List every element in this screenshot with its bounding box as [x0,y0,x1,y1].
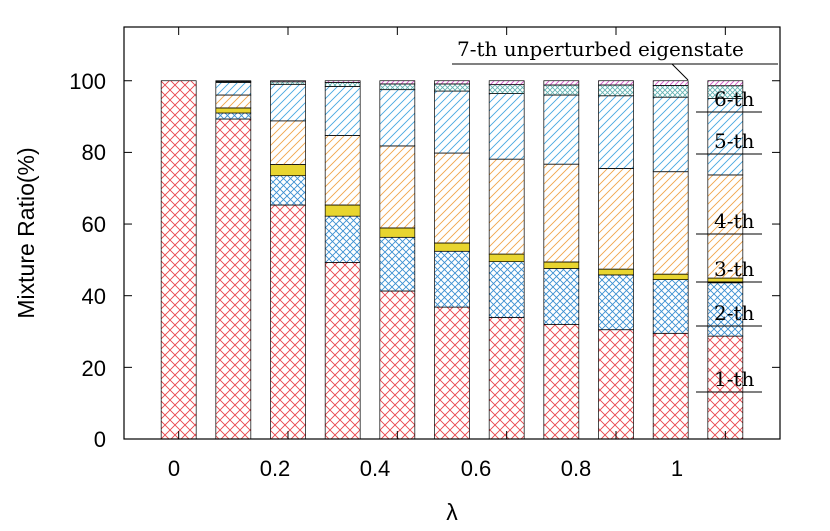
bar-segment-4-th-lambda-0.3 [324,135,361,206]
bar-segment-2-th-lambda-0.1 [215,112,252,120]
bar-segment-5-th-lambda-0.2 [270,83,306,122]
bar-segment-7-th-lambda-0.4 [379,80,416,85]
bar-segment-4-th-lambda-0.5 [434,152,470,244]
plot-frame [123,26,781,440]
x-axis-title: λ [446,499,458,525]
series-label-4: 4-th [714,209,755,233]
x-tick-label: 1 [671,456,683,481]
bar-segment-7-th-lambda-0.7 [543,80,580,86]
bar-segment-6-th-lambda-0.7 [543,84,580,96]
series-label-5: 5-th [714,129,755,153]
bar-segment-7-th-lambda-0.5 [434,80,470,85]
bar-segment-7-th-lambda-0.9 [652,80,689,86]
bar-segment-4-th-lambda-0.4 [379,145,416,229]
y-tick-label: 20 [82,356,106,381]
x-tick-label: 0.2 [260,456,291,481]
bar-segment-2-th-lambda-0.5 [434,250,470,308]
bar-segment-7-th-lambda-0.1 [215,80,252,82]
bar-segment-3-th-lambda-0.3 [324,204,361,217]
bar-segment-2-th-lambda-0.9 [652,279,689,334]
bar-segment-6-th-lambda-0.5 [434,83,470,92]
series-label-7: 7-th unperturbed eigenstate [457,37,744,61]
bar-segment-2-th-lambda-0.3 [324,215,361,263]
axis-ticks [124,27,780,440]
bar-segment-4-th-lambda-0.2 [270,120,306,165]
bar-segment-5-th-lambda-0.9 [652,96,689,173]
y-tick-label: 40 [82,284,106,309]
bar-segment-4-th-lambda-0.1 [215,94,252,109]
bar-segment-5-th-lambda-0.4 [379,89,416,147]
bar-segment-5-th-lambda-0.7 [543,94,580,165]
bar-segment-2-th-lambda-1 [707,282,744,337]
y-tick-label: 60 [82,212,106,237]
bar-segment-7-th-lambda-0.2 [270,80,306,83]
bar-segment-5-th-lambda-0.6 [488,93,525,160]
series-label-2: 2-th [714,301,755,325]
bar-segment-4-th-lambda-0.6 [488,158,525,255]
bar-segment-2-th-lambda-0.2 [270,175,306,206]
bar-segment-1-th-lambda-0.5 [434,306,470,440]
series-label-3: 3-th [714,257,755,281]
y-tick-label: 0 [94,427,106,452]
bar-segment-4-th-lambda-0.9 [652,171,689,275]
bar-segment-5-th-lambda-0.8 [598,95,634,169]
bar-segment-6-th-lambda-0.6 [488,84,525,94]
bar-segment-4-th-lambda-0.8 [598,168,634,270]
bar-segment-5-th-lambda-0.3 [324,86,361,136]
bar-segment-6-th-lambda-0.9 [652,85,689,98]
bar-segment-6-th-lambda-0.3 [324,82,361,87]
bar-segment-7-th-lambda-1 [707,80,744,87]
bar-segment-3-th-lambda-0.7 [543,261,580,269]
bar-segment-1-th-lambda-0.4 [379,290,416,440]
label-leader [671,63,689,81]
bar-segment-1-th-lambda-1 [707,335,744,440]
bar-segment-2-th-lambda-0.8 [598,274,634,331]
x-tick-label: 0.6 [461,456,492,481]
bar-segment-1-th-lambda-0.2 [270,204,306,440]
y-axis-title: Mixture Ratio(%) [13,147,39,318]
bar-segment-2-th-lambda-0.6 [488,261,525,318]
bar-segment-7-th-lambda-0.6 [488,80,525,86]
bar-stacks [160,80,744,440]
bar-segment-7-th-lambda-0.8 [598,80,634,86]
bar-segment-4-th-lambda-1 [707,174,744,279]
bar-segment-1-th-lambda-0.7 [543,324,580,440]
bar-segment-3-th-lambda-0.6 [488,253,525,263]
y-tick-label: 80 [82,140,106,165]
bar-segment-6-th-lambda-0.2 [270,81,306,85]
x-tick-label: 0.4 [360,456,391,481]
bar-segment-3-th-lambda-0.2 [270,164,306,177]
bar-segment-4-th-lambda-0.7 [543,163,580,263]
y-tick-label: 100 [69,69,106,94]
bar-segment-3-th-lambda-0.8 [598,268,634,276]
series-label-1: 1-th [714,367,755,391]
bar-segment-1-th-lambda-0.8 [598,329,634,440]
bar-segment-1-th-lambda-0 [160,80,197,440]
bar-segment-1-th-lambda-0.3 [324,262,361,440]
bar-segment-2-th-lambda-0.7 [543,268,580,325]
x-tick-label: 0 [168,456,180,481]
bar-segment-3-th-lambda-0.5 [434,242,470,252]
x-tick-label: 0.8 [561,456,592,481]
bar-segment-7-th-lambda-0.3 [324,80,361,83]
bar-segment-1-th-lambda-0.9 [652,332,689,440]
bar-segment-3-th-lambda-0.9 [652,273,689,280]
bar-segment-6-th-lambda-0.8 [598,84,634,97]
bar-segment-1-th-lambda-0.1 [215,118,252,440]
bar-segment-1-th-lambda-0.6 [488,317,525,440]
bar-segment-3-th-lambda-0.1 [215,107,252,114]
series-label-6: 6-th [714,87,755,111]
bar-segment-3-th-lambda-0.4 [379,227,416,238]
bar-segment-5-th-lambda-0.5 [434,90,470,154]
bar-segment-5-th-lambda-0.1 [215,82,252,96]
bar-segment-2-th-lambda-0.4 [379,236,416,292]
bar-segment-6-th-lambda-0.4 [379,83,416,91]
